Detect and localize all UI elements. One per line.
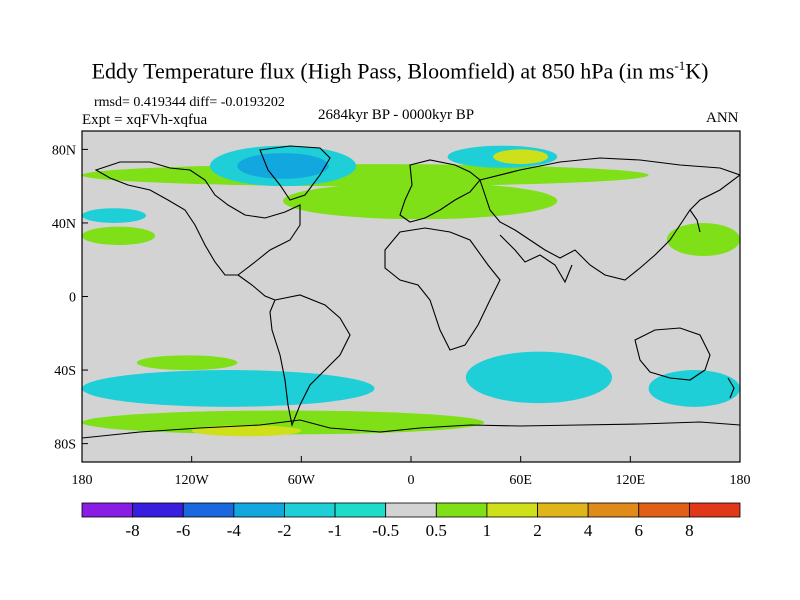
x-tick-label: 180 (72, 473, 93, 488)
coast-south-asia (499, 234, 573, 284)
colorbar-label: -8 (126, 521, 140, 540)
region-barents-yellow (493, 149, 549, 165)
colorbar-swatch (435, 502, 488, 518)
colorbar-swatch (537, 502, 589, 518)
colorbar-label: 4 (584, 521, 593, 540)
coast-europe (399, 159, 481, 223)
colorbar-swatch (81, 502, 134, 518)
colorbar-label: 6 (635, 521, 644, 540)
x-tick-label: 120W (175, 473, 210, 488)
region-n-atlantic-green-band (283, 182, 558, 220)
y-tick-label: 40N (52, 217, 76, 232)
coast-antarctica (82, 419, 740, 439)
region-southern-ocean-yellow (191, 425, 302, 437)
colorbar-swatch (233, 502, 285, 518)
plot-title: Eddy Temperature flux (High Pass, Bloomf… (91, 58, 709, 84)
colorbar-label: 2 (533, 521, 542, 540)
region-s-atlantic-cyan (82, 370, 375, 407)
x-tick-label: 180 (730, 473, 751, 488)
colorbar-label: 0.5 (426, 521, 447, 540)
region-n-pacific-cyan (82, 208, 146, 223)
colorbar-label: 8 (685, 521, 694, 540)
colorbar-label: -4 (227, 521, 242, 540)
period-text: 2684kyr BP - 0000kyr BP (318, 107, 475, 123)
x-tick-label: 120E (616, 473, 646, 488)
region-s-indian-cyan (465, 351, 613, 404)
coast-greenland (259, 145, 331, 201)
experiment-text: Expt = xqFVh-xqfua (82, 112, 208, 128)
colorbar-swatch (385, 502, 437, 518)
colorbar-swatch (688, 502, 741, 518)
colorbar-swatch (486, 502, 538, 518)
colorbar-label: -2 (277, 521, 291, 540)
region-s-pacific-green-band (136, 355, 238, 371)
colorbar-swatch (132, 502, 184, 518)
colorbar-label: -1 (328, 521, 342, 540)
x-tick-label: 60W (288, 473, 316, 488)
region-e-asia-green-band (666, 222, 740, 257)
colorbar-swatch (638, 502, 690, 518)
colorbar-label: -0.5 (372, 521, 399, 540)
coast-new-zealand (727, 377, 735, 399)
colorbar-swatch (334, 502, 387, 518)
coast-australia (634, 327, 711, 381)
y-tick-label: 0 (69, 291, 76, 306)
colorbar-swatch (284, 502, 336, 518)
coast-south-america (269, 294, 351, 427)
colorbar-swatch (182, 502, 235, 518)
rmsd-diff-text: rmsd= 0.419344 diff= -0.0193202 (94, 95, 285, 110)
coast-north-america (94, 161, 301, 276)
coast-africa (384, 227, 501, 351)
region-n-pacific-green-band (82, 226, 156, 246)
coast-asia (479, 157, 740, 281)
y-tick-label: 40S (54, 364, 76, 379)
x-tick-label: 60E (509, 473, 532, 488)
y-tick-label: 80N (52, 143, 76, 158)
x-tick-label: 0 (408, 473, 415, 488)
y-axis: 80N 40N 0 40S 80S (52, 143, 88, 453)
season-text: ANN (706, 110, 739, 126)
region-greenland-blue (237, 153, 329, 179)
x-axis: 180 120W 60W 0 60E 120E 180 (72, 456, 751, 488)
colorbar: -8 -6 -4 -2 -1 -0.5 0.5 1 2 4 6 8 (81, 502, 741, 540)
colorbar-swatch (587, 502, 640, 518)
coast-japan (689, 209, 701, 233)
colorbar-label: 1 (483, 521, 492, 540)
y-tick-label: 80S (54, 438, 76, 453)
region-australia-cyan (648, 370, 740, 407)
coastlines (82, 145, 740, 439)
colorbar-label: -6 (176, 521, 190, 540)
coast-central-america (237, 274, 276, 301)
